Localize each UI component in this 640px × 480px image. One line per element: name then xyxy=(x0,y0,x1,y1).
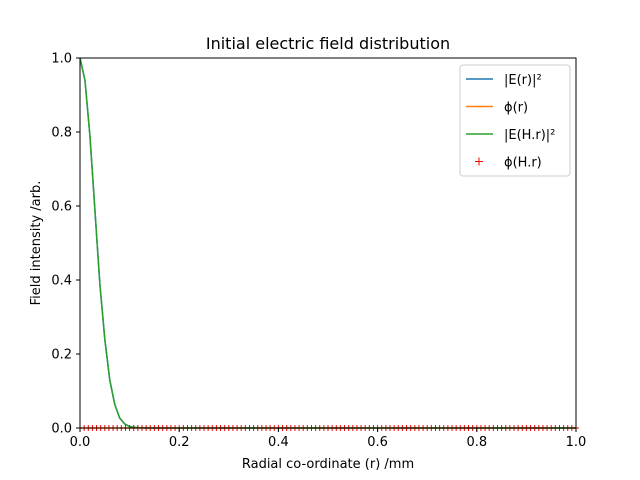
axes-frame xyxy=(79,57,577,429)
x-tick-label: 0.0 xyxy=(70,435,91,450)
chart-title: Initial electric field distribution xyxy=(206,34,450,53)
legend-label-3: ϕ(H.r) xyxy=(504,156,542,171)
y-tick-label: 1.0 xyxy=(51,52,72,67)
legend-label-2: |E(H.r)|² xyxy=(504,128,555,143)
y-tick-label: 0.0 xyxy=(51,422,72,437)
legend: |E(r)|² ϕ(r) |E(H.r)|² ϕ(H.r) xyxy=(459,64,571,177)
legend-label-0: |E(r)|² xyxy=(504,73,542,88)
legend-swatch-3 xyxy=(475,157,483,166)
axis-ticks: 0.0 0.2 0.4 0.6 0.8 1.0 0.0 0.2 0.4 0.6 0.8 1.0 xyxy=(51,52,586,451)
legend-box xyxy=(459,64,571,177)
x-axis-label: Radial co-ordinate (r) /mm xyxy=(242,457,414,472)
x-tick-label: 0.6 xyxy=(367,435,388,450)
y-tick-label: 0.6 xyxy=(51,200,72,215)
x-tick-label: 0.8 xyxy=(466,435,487,450)
y-tick-label: 0.8 xyxy=(51,126,72,141)
x-tick-label: 0.2 xyxy=(169,435,190,450)
x-tick-label: 0.4 xyxy=(268,435,289,450)
y-tick-label: 0.4 xyxy=(51,274,72,289)
x-tick-label: 1.0 xyxy=(566,435,587,450)
y-axis-label: Field intensity /arb. xyxy=(29,181,44,306)
y-tick-label: 0.2 xyxy=(51,348,72,363)
legend-label-1: ϕ(r) xyxy=(504,101,528,116)
